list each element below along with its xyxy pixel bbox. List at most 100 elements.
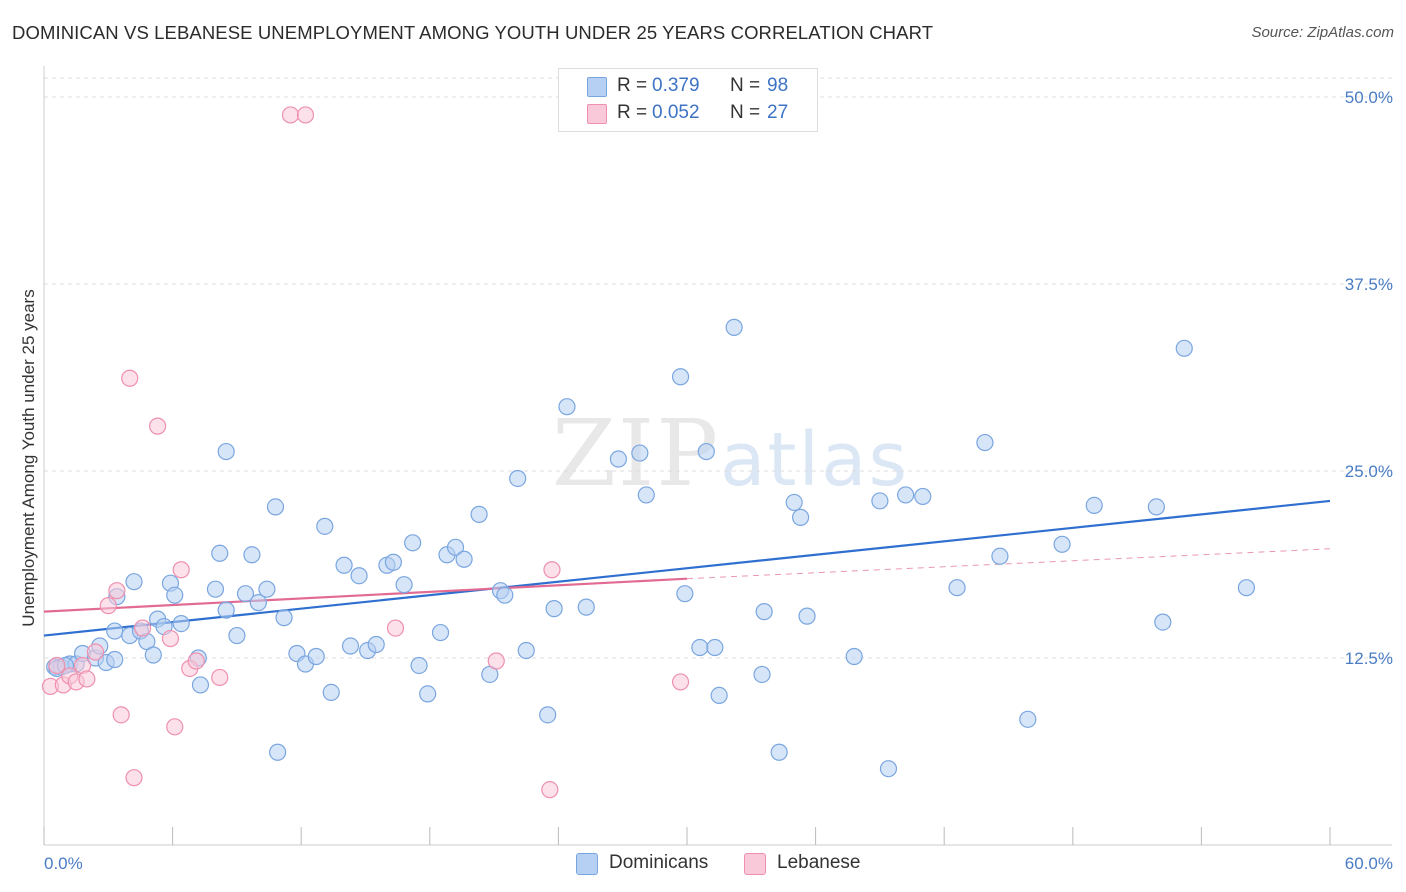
point-dominicans — [307, 647, 325, 666]
axis-labels: 12.5% 25.0% 37.5% 50.0% 0.0% 60.0% Unemploymen… — [19, 88, 1393, 873]
point-dominicans — [1154, 613, 1172, 631]
legend-n-label: N = — [730, 75, 761, 96]
point-lebanese — [121, 369, 139, 387]
point-dominicans — [431, 623, 450, 642]
point-lebanese — [148, 417, 167, 435]
point-lebanese — [125, 769, 143, 787]
bottom-legend-label-dominicans: Dominicans — [609, 852, 709, 873]
point-dominicans — [609, 450, 628, 468]
point-dominicans — [785, 493, 803, 512]
point-dominicans — [791, 508, 810, 526]
point-dominicans — [697, 442, 715, 461]
point-dominicans — [106, 650, 124, 669]
bottom-legend-swatch-lebanese — [744, 853, 766, 875]
trend-lines — [43, 499, 1331, 637]
point-dominicans — [166, 586, 184, 604]
point-dominicans — [539, 706, 557, 724]
point-dominicans — [798, 607, 816, 625]
point-dominicans — [897, 486, 915, 504]
point-dominicans — [770, 743, 788, 761]
point-dominicans — [871, 492, 889, 510]
point-dominicans — [1019, 710, 1037, 728]
point-lebanese — [671, 673, 690, 691]
point-lebanese — [78, 670, 96, 688]
point-dominicans — [914, 487, 932, 506]
point-dominicans — [755, 603, 773, 621]
point-dominicans — [1053, 535, 1071, 553]
point-dominicans — [676, 585, 694, 603]
point-dominicans — [509, 469, 527, 488]
point-dominicans — [1175, 339, 1193, 357]
point-dominicans — [395, 576, 413, 594]
y-axis-label: Unemployment Among Youth under 25 years — [19, 289, 38, 626]
point-lebanese — [543, 561, 561, 579]
point-dominicans — [217, 442, 235, 461]
point-dominicans — [410, 656, 428, 675]
point-lebanese — [108, 582, 126, 600]
y-tick-label: 37.5% — [1345, 275, 1393, 294]
x-tick-label: 60.0% — [1345, 854, 1393, 873]
point-dominicans — [753, 665, 771, 684]
watermark: ZIPatlas — [552, 400, 909, 507]
grid-lines — [44, 77, 1392, 659]
legend-n-value: 98 — [767, 75, 789, 96]
point-dominicans — [144, 646, 162, 664]
point-dominicans — [455, 550, 473, 568]
legend-swatch-dominicans — [587, 77, 607, 97]
point-dominicans — [335, 556, 353, 574]
point-dominicans — [191, 676, 210, 694]
point-dominicans — [367, 635, 385, 654]
point-dominicans — [1147, 498, 1165, 516]
point-lebanese — [386, 619, 405, 637]
legend-r-value: 0.379 — [652, 75, 700, 96]
point-dominicans — [211, 544, 229, 562]
point-dominicans — [419, 685, 437, 703]
bottom-legend-label-lebanese: Lebanese — [777, 852, 861, 873]
point-lebanese — [296, 106, 315, 124]
point-dominicans — [517, 641, 535, 660]
point-dominicans — [637, 486, 655, 504]
point-dominicans — [217, 601, 235, 619]
point-dominicans — [631, 444, 649, 462]
point-dominicans — [1085, 496, 1103, 515]
trend-line-lebanese-extension — [686, 548, 1331, 580]
y-tick-label: 50.0% — [1345, 88, 1393, 107]
legend-r-value: 0.052 — [652, 102, 700, 123]
point-dominicans — [172, 614, 190, 633]
point-lebanese — [161, 629, 180, 648]
point-dominicans — [275, 609, 293, 627]
point-dominicans — [991, 547, 1009, 565]
point-dominicans — [269, 743, 287, 761]
point-dominicans — [316, 517, 334, 535]
point-dominicans — [671, 368, 690, 386]
point-dominicans — [206, 580, 225, 598]
point-dominicans — [446, 538, 465, 556]
point-dominicans — [341, 637, 360, 655]
point-lebanese — [541, 781, 559, 799]
point-dominicans — [706, 638, 724, 657]
point-lebanese — [281, 106, 300, 124]
point-dominicans — [249, 594, 267, 612]
trend-line-lebanese — [43, 577, 688, 613]
point-dominicans — [404, 534, 422, 552]
point-dominicans — [228, 626, 246, 645]
point-dominicans — [577, 598, 595, 616]
point-dominicans — [470, 505, 488, 523]
point-dominicans — [1237, 579, 1256, 597]
point-dominicans — [350, 567, 368, 585]
y-tick-label: 12.5% — [1345, 649, 1393, 668]
chart-title: DOMINICAN VS LEBANESE UNEMPLOYMENT AMONG… — [12, 22, 934, 43]
point-lebanese — [166, 718, 184, 736]
data-points — [41, 106, 1256, 799]
point-dominicans — [725, 318, 743, 336]
point-dominicans — [236, 585, 255, 603]
bottom-legend-swatch-dominicans — [576, 853, 598, 875]
legend-n-value: 27 — [767, 102, 789, 123]
point-dominicans — [496, 586, 514, 604]
axes — [43, 66, 1392, 846]
point-dominicans — [258, 580, 276, 598]
point-lebanese — [487, 652, 505, 670]
point-lebanese — [99, 597, 117, 615]
point-lebanese — [133, 619, 152, 637]
